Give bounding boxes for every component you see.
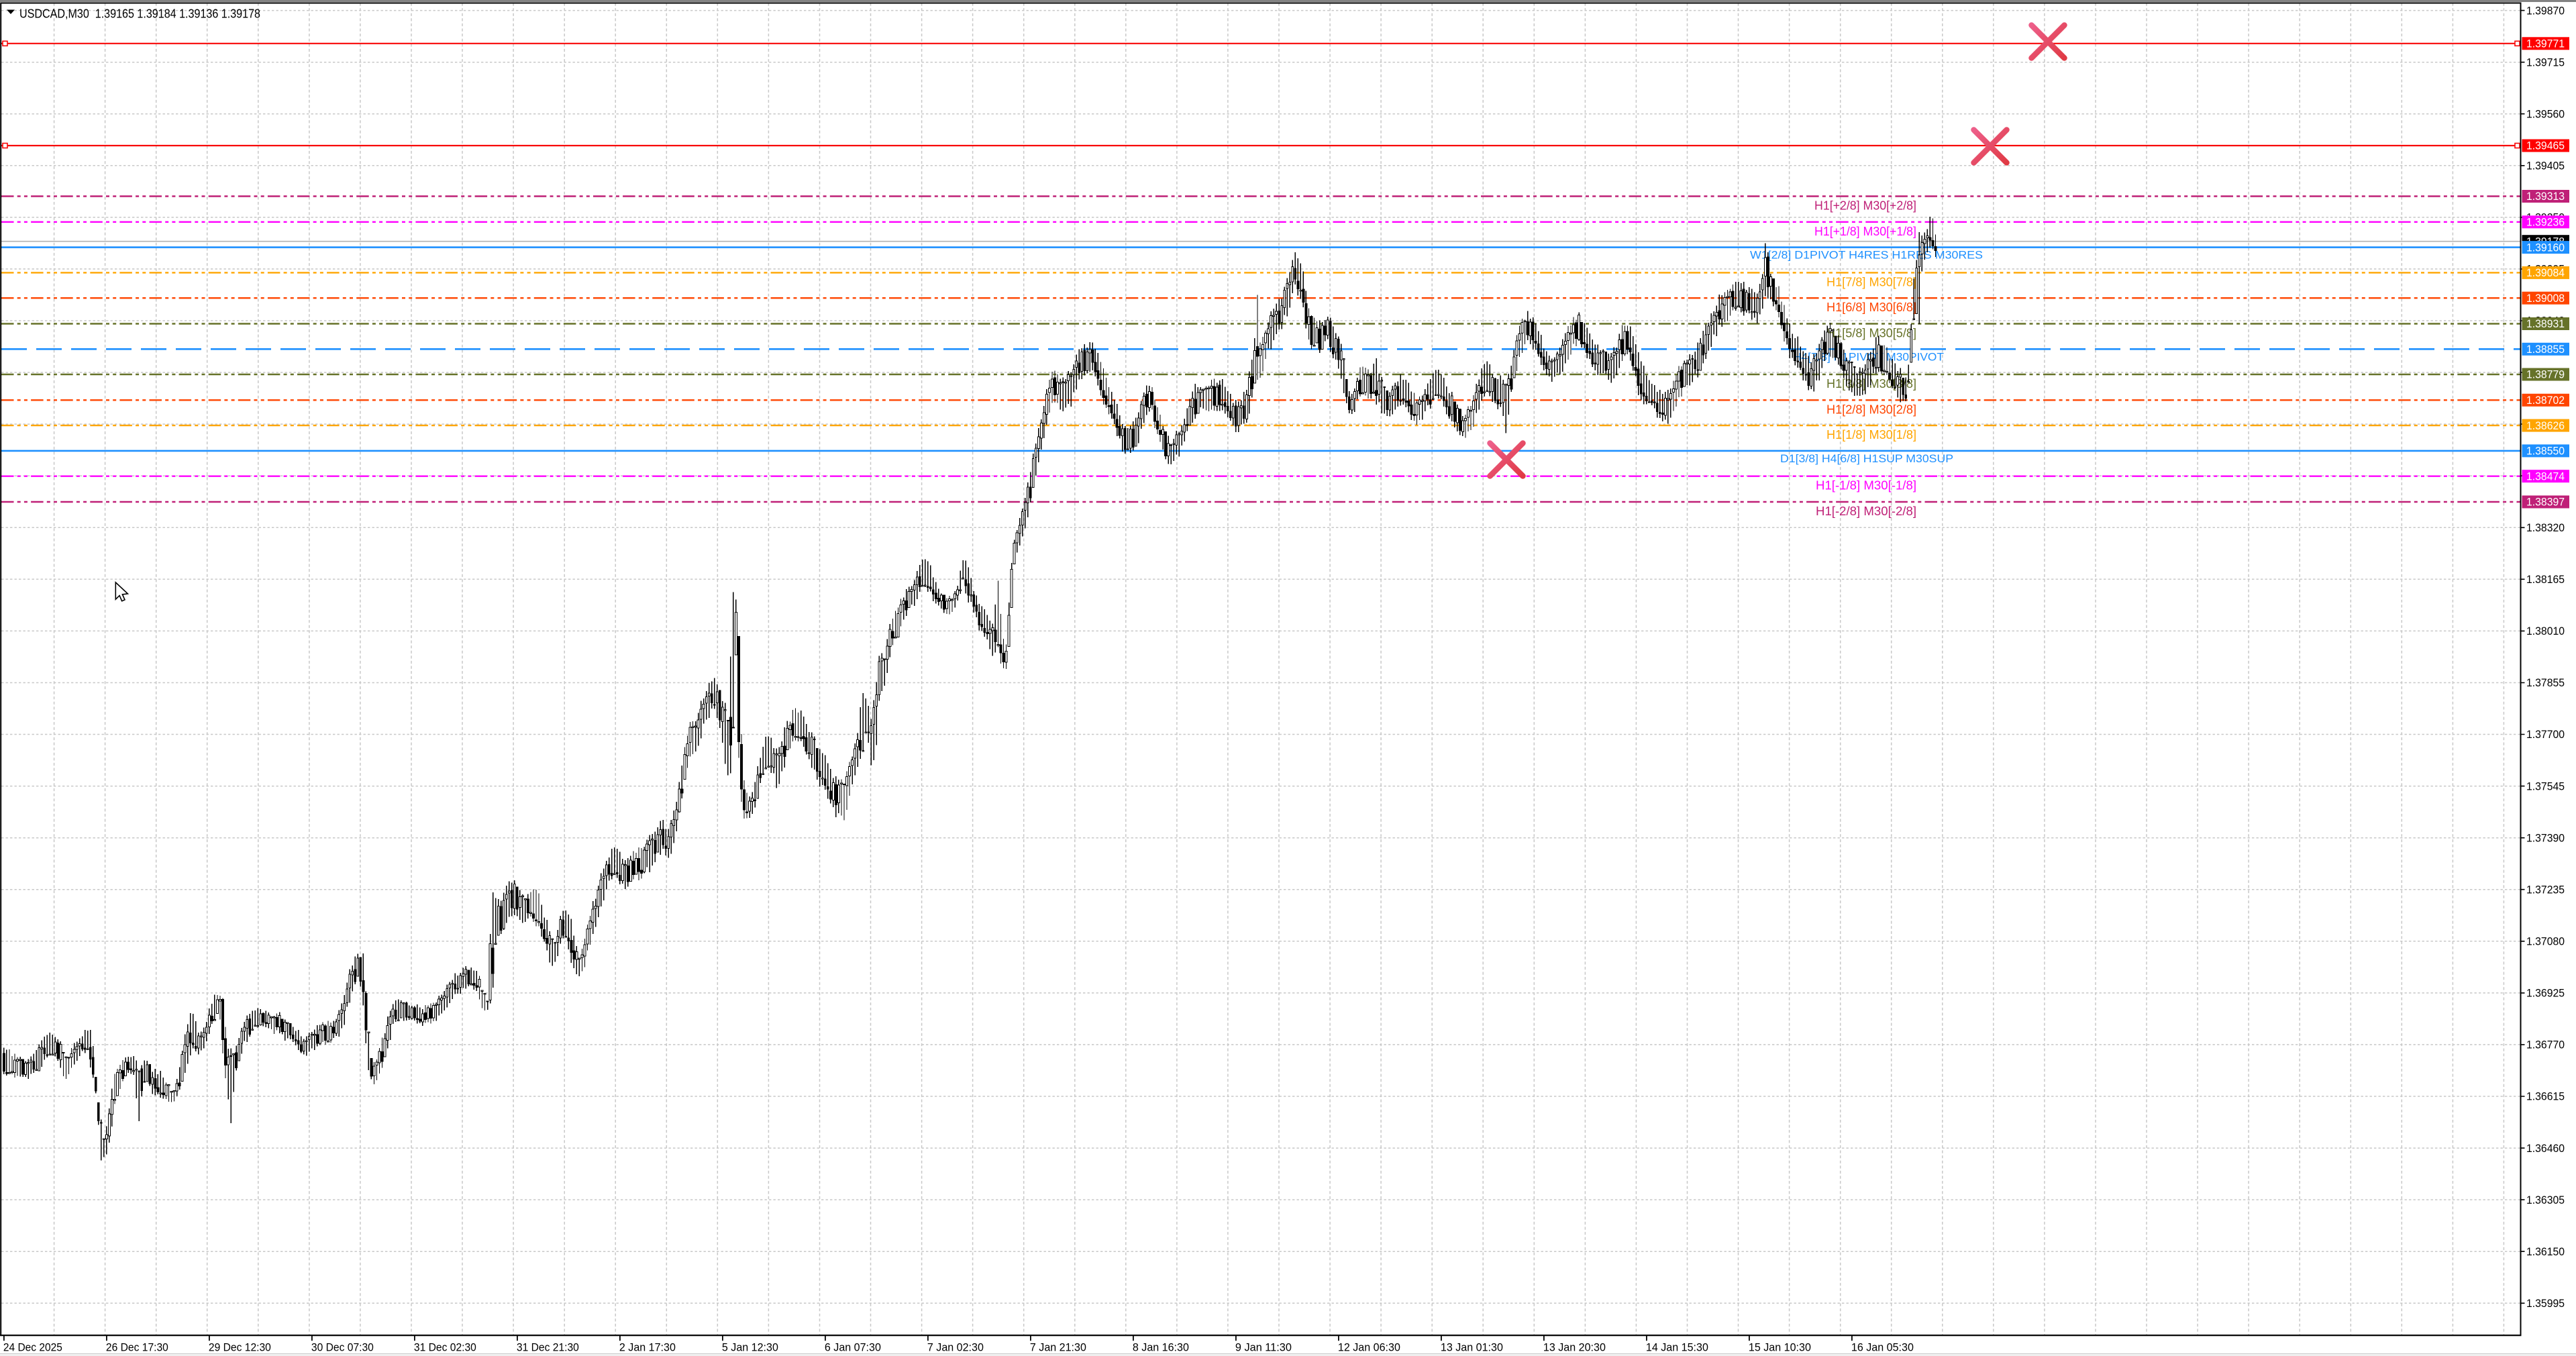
svg-text:1.39008: 1.39008 — [2526, 293, 2565, 305]
svg-text:7 Jan 02:30: 7 Jan 02:30 — [927, 1341, 984, 1354]
svg-text:1.39560: 1.39560 — [2526, 108, 2565, 120]
svg-text:1.36925: 1.36925 — [2526, 988, 2565, 1000]
svg-text:USDCAD,M30 1.39165 1.39184 1.: USDCAD,M30 1.39165 1.39184 1.39136 1.391… — [19, 7, 260, 21]
svg-text:H1[-2/8] M30[-2/8]: H1[-2/8] M30[-2/8] — [1816, 505, 1916, 518]
svg-text:1.39160: 1.39160 — [2526, 242, 2565, 254]
svg-text:1.39236: 1.39236 — [2526, 217, 2565, 229]
svg-text:1.39771: 1.39771 — [2526, 38, 2565, 50]
svg-text:1.38474: 1.38474 — [2526, 470, 2565, 482]
svg-text:H1[7/8] M30[7/8]: H1[7/8] M30[7/8] — [1826, 275, 1916, 289]
svg-text:H1[1/8] M30[1/8]: H1[1/8] M30[1/8] — [1826, 428, 1916, 441]
svg-text:1.36305: 1.36305 — [2526, 1194, 2565, 1206]
svg-text:H1[+2/8] M30[+2/8]: H1[+2/8] M30[+2/8] — [1814, 199, 1916, 213]
svg-text:1.37700: 1.37700 — [2526, 729, 2565, 741]
svg-text:1.38010: 1.38010 — [2526, 625, 2565, 637]
svg-text:14 Jan 15:30: 14 Jan 15:30 — [1646, 1341, 1708, 1354]
svg-text:1.39084: 1.39084 — [2526, 267, 2565, 279]
svg-text:16 Jan 05:30: 16 Jan 05:30 — [1851, 1341, 1914, 1354]
svg-text:8 Jan 16:30: 8 Jan 16:30 — [1133, 1341, 1189, 1354]
svg-text:13 Jan 01:30: 13 Jan 01:30 — [1441, 1341, 1503, 1354]
svg-text:1.36460: 1.36460 — [2526, 1143, 2565, 1155]
svg-text:1.39870: 1.39870 — [2526, 5, 2565, 17]
svg-text:1.36770: 1.36770 — [2526, 1039, 2565, 1051]
svg-text:31 Dec 02:30: 31 Dec 02:30 — [414, 1341, 476, 1354]
svg-text:1.38550: 1.38550 — [2526, 446, 2565, 458]
svg-text:1.38702: 1.38702 — [2526, 395, 2565, 407]
svg-text:29 Dec 12:30: 29 Dec 12:30 — [209, 1341, 271, 1354]
svg-text:1.38931: 1.38931 — [2526, 318, 2565, 330]
svg-text:1.39715: 1.39715 — [2526, 56, 2565, 68]
svg-text:1.36615: 1.36615 — [2526, 1091, 2565, 1103]
svg-text:1.37235: 1.37235 — [2526, 884, 2565, 896]
svg-text:2 Jan 17:30: 2 Jan 17:30 — [619, 1341, 676, 1354]
svg-text:1.39313: 1.39313 — [2526, 191, 2565, 203]
svg-text:7 Jan 21:30: 7 Jan 21:30 — [1030, 1341, 1086, 1354]
svg-text:30 Dec 07:30: 30 Dec 07:30 — [311, 1341, 374, 1354]
svg-text:H1[5/8] M30[5/8]: H1[5/8] M30[5/8] — [1826, 327, 1916, 340]
svg-text:H4[7/8] H1PIVOT M30PIVOT: H4[7/8] H1PIVOT M30PIVOT — [1793, 351, 1944, 363]
svg-text:31 Dec 21:30: 31 Dec 21:30 — [517, 1341, 579, 1354]
svg-text:5 Jan 12:30: 5 Jan 12:30 — [722, 1341, 778, 1354]
svg-text:H1[-1/8] M30[-1/8]: H1[-1/8] M30[-1/8] — [1816, 479, 1916, 492]
svg-text:26 Dec 17:30: 26 Dec 17:30 — [106, 1341, 168, 1354]
svg-text:1.38165: 1.38165 — [2526, 574, 2565, 586]
svg-text:H1[+1/8] M30[+1/8]: H1[+1/8] M30[+1/8] — [1814, 225, 1916, 238]
svg-text:H1[6/8] M30[6/8]: H1[6/8] M30[6/8] — [1826, 301, 1916, 314]
svg-text:1.35995: 1.35995 — [2526, 1298, 2565, 1310]
svg-text:24 Dec 2025: 24 Dec 2025 — [3, 1341, 62, 1354]
svg-text:1.39405: 1.39405 — [2526, 160, 2565, 172]
svg-text:9 Jan 11:30: 9 Jan 11:30 — [1235, 1341, 1292, 1354]
svg-text:1.38397: 1.38397 — [2526, 497, 2565, 509]
svg-text:W1[2/8] D1PIVOT H4RES H1RES M3: W1[2/8] D1PIVOT H4RES H1RES M30RES — [1750, 250, 1983, 262]
svg-text:13 Jan 20:30: 13 Jan 20:30 — [1543, 1341, 1606, 1354]
svg-text:1.38320: 1.38320 — [2526, 522, 2565, 534]
svg-text:1.37080: 1.37080 — [2526, 936, 2565, 948]
svg-text:D1[3/8] H4[6/8] H1SUP M30SUP: D1[3/8] H4[6/8] H1SUP M30SUP — [1780, 453, 1953, 465]
svg-text:15 Jan 10:30: 15 Jan 10:30 — [1749, 1341, 1811, 1354]
svg-text:12 Jan 06:30: 12 Jan 06:30 — [1338, 1341, 1400, 1354]
svg-text:1.38626: 1.38626 — [2526, 420, 2565, 432]
svg-text:1.37390: 1.37390 — [2526, 832, 2565, 844]
svg-text:1.37545: 1.37545 — [2526, 780, 2565, 792]
svg-text:1.39465: 1.39465 — [2526, 140, 2565, 152]
svg-text:H1[2/8] M30[2/8]: H1[2/8] M30[2/8] — [1826, 403, 1916, 416]
svg-text:6 Jan 07:30: 6 Jan 07:30 — [825, 1341, 881, 1354]
svg-text:1.38855: 1.38855 — [2526, 344, 2565, 356]
svg-text:1.38779: 1.38779 — [2526, 369, 2565, 381]
svg-text:1.36150: 1.36150 — [2526, 1246, 2565, 1258]
svg-text:1.37855: 1.37855 — [2526, 677, 2565, 689]
